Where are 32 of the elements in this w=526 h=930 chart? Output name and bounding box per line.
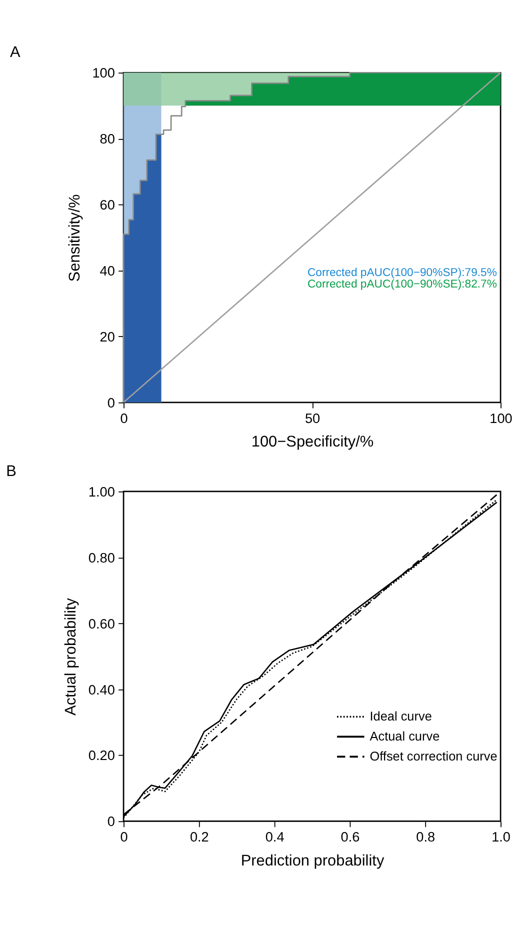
y-tick-label: 0 [107, 395, 116, 410]
x-axis-title: 100−Specificity/% [251, 433, 374, 450]
y-tick-label: 100 [92, 66, 116, 81]
chart-title: A [10, 44, 21, 62]
legend-label: Ideal curve [370, 708, 432, 724]
x-tick-label: 50 [304, 410, 321, 426]
y-axis-title: Sensitivity/% [66, 194, 84, 282]
y-tick-label: 0.80 [88, 550, 116, 566]
legend-label: Actual curve [370, 728, 440, 744]
y-tick-label: 0.60 [88, 616, 116, 632]
y-tick-label: 0.40 [88, 682, 116, 698]
x-tick-label: 0.6 [340, 830, 360, 845]
y-tick-label: 0 [107, 814, 116, 830]
y-tick-label: 40 [100, 263, 116, 278]
chart-title: B [6, 462, 16, 480]
x-tick-label: 0.2 [190, 830, 209, 845]
annotation: Corrected pAUC(100−90%SE):82.7% [307, 278, 497, 291]
y-tick-label: 1.00 [88, 484, 116, 500]
x-tick-label: 0 [120, 410, 128, 426]
y-axis-title: Actual probability [62, 598, 80, 716]
x-tick-label: 0 [120, 830, 128, 845]
legend-label: Offset correction curve [370, 748, 498, 764]
x-tick-label: 100 [490, 410, 513, 426]
x-tick-label: 0.4 [265, 830, 285, 845]
y-tick-label: 0.20 [88, 748, 116, 764]
x-tick-label: 1.0 [492, 830, 511, 845]
y-tick-label: 60 [100, 198, 116, 213]
annotation: Corrected pAUC(100−90%SP):79.5% [307, 266, 497, 279]
y-tick-label: 80 [100, 132, 116, 147]
y-tick-label: 20 [100, 329, 116, 344]
x-tick-label: 0.8 [416, 830, 436, 845]
x-axis-title: Prediction probability [240, 852, 384, 870]
